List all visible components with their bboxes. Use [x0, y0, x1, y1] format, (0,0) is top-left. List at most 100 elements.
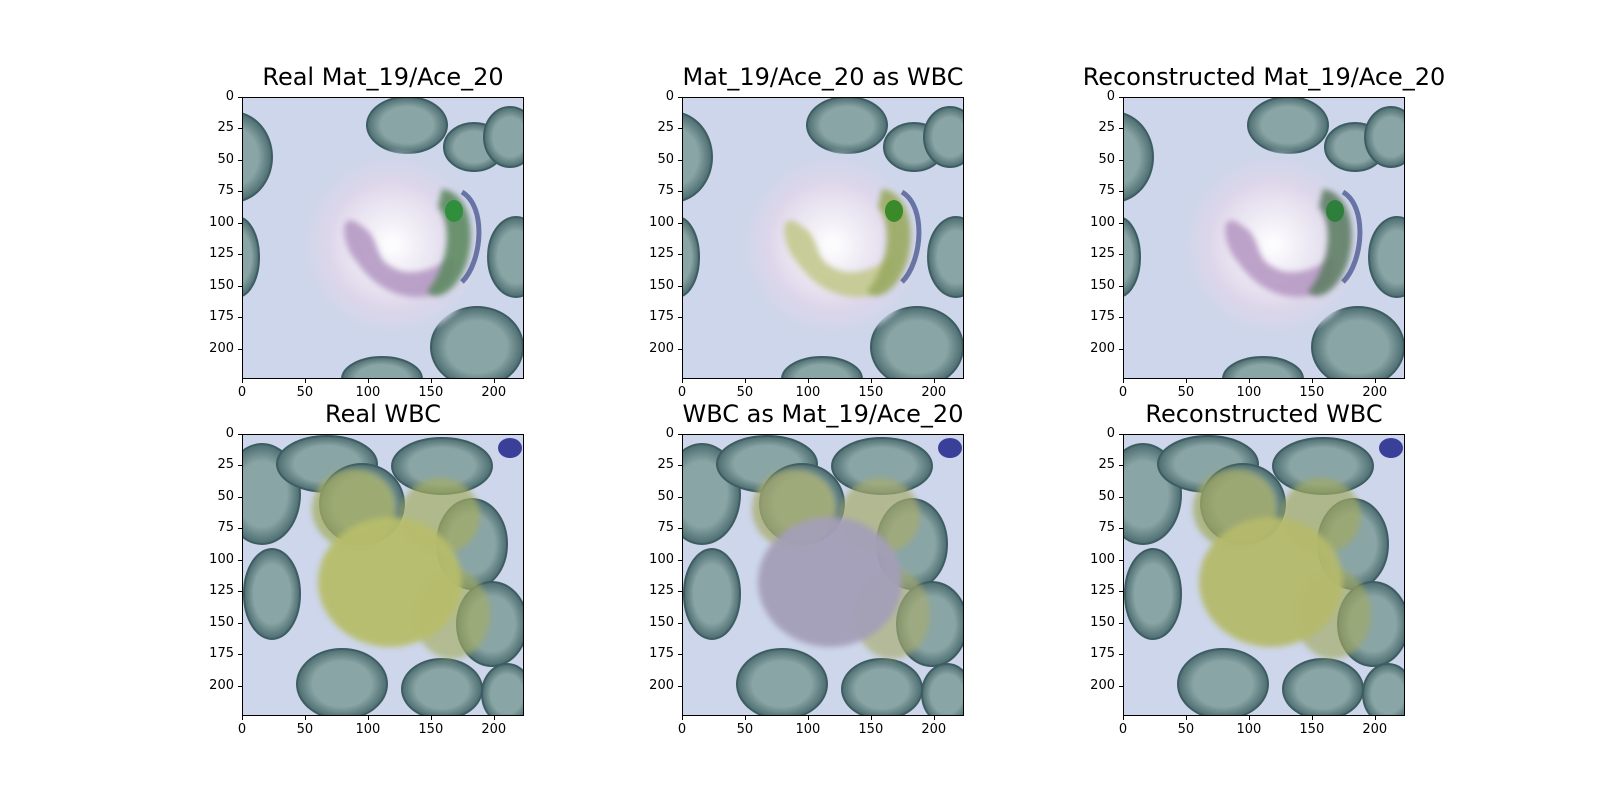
- y-tick-mark: [678, 654, 682, 656]
- y-tick-label: 50: [657, 488, 674, 504]
- y-tick-label: 100: [209, 551, 234, 567]
- cell-membrane: [900, 189, 922, 284]
- red-blood-cell: [1124, 548, 1182, 640]
- y-tick-mark: [678, 465, 682, 467]
- cell-image: [682, 97, 964, 379]
- cell-membrane: [460, 189, 482, 284]
- x-tick-label: 200: [921, 385, 947, 400]
- y-tick-mark: [678, 528, 682, 530]
- x-tick-label: 200: [1362, 722, 1388, 737]
- x-tick-label: 0: [1118, 722, 1128, 737]
- x-tick-label: 0: [677, 722, 687, 737]
- x-tick-mark: [870, 379, 872, 383]
- x-tick-label: 100: [1236, 385, 1262, 400]
- x-tick-label: 200: [1362, 385, 1388, 400]
- y-tick-label: 50: [217, 488, 234, 504]
- y-tick-mark: [238, 97, 242, 98]
- x-tick-mark: [682, 716, 683, 720]
- y-tick-mark: [678, 685, 682, 687]
- y-tick-mark: [1119, 159, 1123, 161]
- y-tick-label: 100: [209, 214, 234, 230]
- y-tick-label: 0: [1106, 89, 1115, 104]
- red-blood-cell: [242, 112, 273, 202]
- y-tick-label: 175: [209, 646, 234, 662]
- x-tick-label: 200: [921, 722, 947, 737]
- x-tick-label: 100: [355, 385, 381, 400]
- x-tick-mark: [242, 379, 243, 383]
- y-tick-mark: [238, 317, 242, 319]
- y-tick-mark: [1119, 317, 1123, 319]
- y-tick-label: 150: [209, 277, 234, 293]
- y-tick-label: 175: [649, 309, 674, 325]
- x-tick-label: 50: [736, 385, 754, 400]
- x-tick-label: 100: [795, 722, 821, 737]
- y-tick-label: 175: [649, 646, 674, 662]
- y-tick-mark: [238, 559, 242, 561]
- red-blood-cell: [927, 216, 964, 298]
- x-tick-mark: [304, 716, 306, 720]
- x-tick-mark: [1311, 379, 1313, 383]
- y-tick-label: 100: [649, 214, 674, 230]
- y-tick-label: 150: [1090, 277, 1115, 293]
- x-tick-label: 0: [237, 385, 247, 400]
- x-tick-mark: [1248, 379, 1250, 383]
- cell-image-svg: [1123, 97, 1405, 379]
- x-tick-label: 150: [858, 385, 884, 400]
- red-blood-cell: [1123, 216, 1141, 298]
- cell-image-svg: [242, 434, 524, 716]
- x-tick-label: 150: [858, 722, 884, 737]
- y-tick-mark: [678, 317, 682, 319]
- cell-nucleus: [1225, 220, 1334, 297]
- y-tick-mark: [238, 685, 242, 687]
- y-tick-label: 125: [1090, 583, 1115, 599]
- stain-spot: [938, 438, 962, 458]
- nucleus-granule: [445, 200, 463, 222]
- y-tick-mark: [238, 654, 242, 656]
- cell-nucleus: [784, 220, 893, 297]
- y-tick-label: 100: [649, 551, 674, 567]
- y-tick-mark: [678, 622, 682, 624]
- y-tick-label: 25: [657, 457, 674, 473]
- nucleus-granule: [885, 200, 903, 222]
- red-blood-cell: [683, 548, 741, 640]
- x-tick-mark: [682, 379, 683, 383]
- cell-image-svg: [242, 97, 524, 379]
- stain-spot: [498, 438, 522, 458]
- y-tick-label: 50: [657, 151, 674, 167]
- panel-title: Real Mat_19/Ace_20: [262, 63, 504, 91]
- cell-image: [242, 97, 524, 379]
- y-tick-mark: [1119, 128, 1123, 130]
- red-blood-cell: [366, 97, 448, 154]
- y-tick-label: 25: [657, 120, 674, 136]
- y-tick-mark: [1119, 434, 1123, 435]
- y-tick-mark: [678, 191, 682, 193]
- panel-title: Real WBC: [325, 400, 441, 428]
- y-tick-mark: [1119, 528, 1123, 530]
- x-tick-mark: [933, 379, 935, 383]
- y-tick-mark: [1119, 348, 1123, 350]
- x-tick-label: 50: [736, 722, 754, 737]
- x-tick-mark: [1123, 716, 1124, 720]
- y-tick-mark: [678, 348, 682, 350]
- x-tick-mark: [744, 379, 746, 383]
- y-tick-label: 175: [209, 309, 234, 325]
- y-tick-label: 50: [1098, 488, 1115, 504]
- y-tick-mark: [1119, 559, 1123, 561]
- x-tick-label: 50: [296, 722, 314, 737]
- x-tick-mark: [304, 379, 306, 383]
- x-tick-mark: [1248, 716, 1250, 720]
- cell-image-svg: [1123, 434, 1405, 716]
- red-blood-cell: [1123, 112, 1154, 202]
- y-tick-label: 200: [209, 340, 234, 356]
- x-tick-mark: [1123, 379, 1124, 383]
- y-tick-mark: [238, 285, 242, 287]
- y-tick-mark: [678, 591, 682, 593]
- red-blood-cell: [1362, 663, 1405, 716]
- y-tick-label: 50: [1098, 151, 1115, 167]
- y-tick-label: 0: [1106, 426, 1115, 441]
- x-tick-mark: [807, 379, 809, 383]
- y-tick-label: 175: [1090, 309, 1115, 325]
- y-tick-label: 25: [217, 120, 234, 136]
- y-tick-label: 75: [1098, 520, 1115, 536]
- y-tick-mark: [238, 128, 242, 130]
